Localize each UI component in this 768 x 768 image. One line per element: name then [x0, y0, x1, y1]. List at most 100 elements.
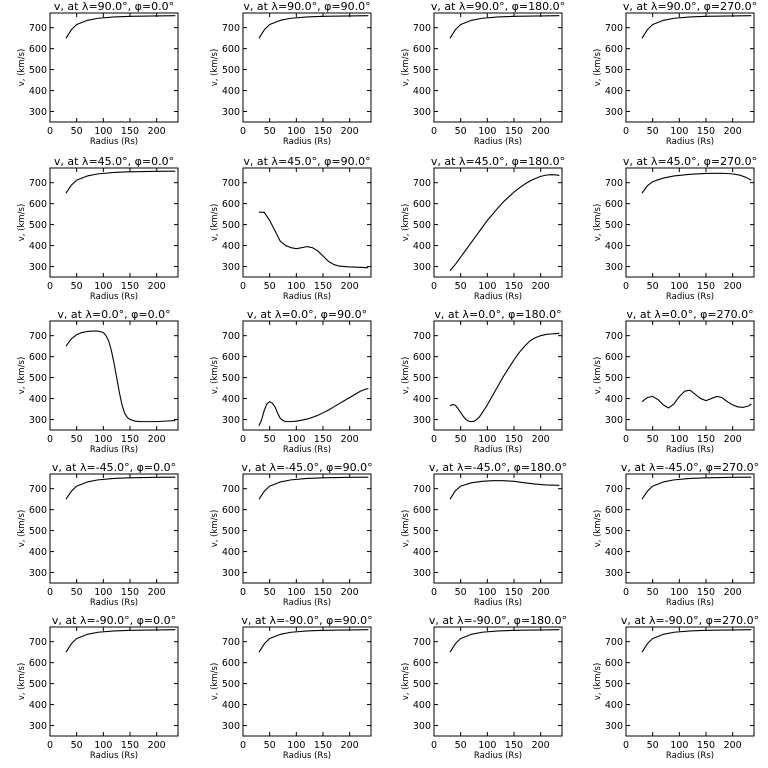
y-tick-label: 500 [222, 679, 240, 690]
y-axis-label: v, (km/s) [401, 510, 411, 548]
series-line [258, 15, 369, 39]
x-tick-label: 150 [697, 281, 715, 292]
plot-frame [49, 12, 179, 123]
x-tick-label: 150 [505, 587, 523, 598]
x-tick-label: 0 [431, 740, 437, 751]
plot-frame [49, 167, 179, 278]
series-line [641, 389, 752, 409]
x-tick-label: 0 [431, 126, 437, 137]
y-tick-label: 600 [413, 352, 431, 363]
x-tick-label: 200 [532, 126, 550, 137]
x-tick-label: 50 [647, 587, 659, 598]
x-tick-label: 0 [47, 281, 53, 292]
plot-frame [242, 167, 372, 278]
panel-title: v, at λ=0.0°, φ=90.0° [247, 308, 367, 321]
x-tick-label: 150 [505, 434, 523, 445]
x-axis-label: Radius (Rs) [666, 445, 714, 455]
x-tick-label: 0 [47, 740, 53, 751]
panel-15: v, at λ=-45.0°, φ=180.0° 0 50 100 150 200 300 4… [401, 461, 567, 608]
y-tick-label: 600 [605, 44, 623, 55]
panel-1: v, at λ=90.0°, φ=0.0° 0 50 100 150 200 300 400 5… [17, 0, 179, 147]
x-tick-label: 200 [724, 587, 742, 598]
x-axis-label: Radius (Rs) [90, 751, 138, 761]
y-tick-label: 400 [222, 86, 240, 97]
y-tick-label: 500 [413, 65, 431, 76]
panel-title: v, at λ=-45.0°, φ=90.0° [241, 461, 372, 474]
y-tick-label: 400 [222, 700, 240, 711]
panel-title: v, at λ=45.0°, φ=90.0° [243, 155, 370, 168]
x-axis-label: Radius (Rs) [90, 598, 138, 608]
x-tick-label: 0 [623, 126, 629, 137]
x-tick-label: 0 [47, 126, 53, 137]
y-axis-label: v, (km/s) [17, 357, 27, 395]
x-tick-label: 150 [121, 434, 139, 445]
y-tick-label: 700 [29, 178, 47, 189]
x-tick-label: 200 [148, 126, 166, 137]
y-tick-label: 700 [29, 23, 47, 34]
x-tick-label: 100 [94, 281, 112, 292]
y-tick-label: 500 [29, 220, 47, 231]
x-tick-label: 100 [94, 740, 112, 751]
y-tick-label: 300 [29, 262, 47, 273]
x-tick-label: 200 [341, 587, 359, 598]
x-axis-label: Radius (Rs) [283, 751, 331, 761]
x-tick-label: 150 [121, 587, 139, 598]
x-tick-label: 0 [47, 587, 53, 598]
y-tick-label: 500 [413, 526, 431, 537]
series-line [65, 629, 176, 653]
x-tick-label: 50 [455, 740, 467, 751]
x-tick-label: 100 [670, 434, 688, 445]
y-tick-label: 500 [605, 526, 623, 537]
y-tick-label: 300 [222, 568, 240, 579]
x-tick-label: 200 [148, 281, 166, 292]
panel-14: v, at λ=-45.0°, φ=90.0° 0 50 100 150 200 300 40… [210, 461, 373, 608]
y-axis-label: v, (km/s) [593, 49, 603, 87]
plot-frame [625, 167, 755, 278]
x-tick-label: 50 [455, 587, 467, 598]
x-tick-label: 0 [623, 434, 629, 445]
panel-title: v, at λ=-90.0°, φ=0.0° [52, 614, 176, 627]
y-tick-label: 500 [413, 220, 431, 231]
panel-title: v, at λ=-45.0°, φ=0.0° [52, 461, 176, 474]
panel-8: v, at λ=45.0°, φ=270.0° 0 50 100 150 200 300 40… [593, 155, 757, 302]
series-line [449, 480, 560, 500]
x-tick-label: 200 [724, 434, 742, 445]
x-tick-label: 150 [505, 740, 523, 751]
panel-title: v, at λ=-90.0°, φ=270.0° [621, 614, 759, 627]
y-tick-label: 600 [222, 352, 240, 363]
y-tick-label: 500 [222, 220, 240, 231]
y-tick-label: 300 [413, 107, 431, 118]
series-line [258, 476, 369, 500]
plot-frame [625, 12, 755, 123]
plot-frame [242, 320, 372, 431]
panel-title: v, at λ=-90.0°, φ=180.0° [429, 614, 567, 627]
y-tick-label: 400 [605, 700, 623, 711]
x-tick-label: 50 [71, 587, 83, 598]
y-tick-label: 500 [413, 373, 431, 384]
y-axis-label: v, (km/s) [210, 357, 220, 395]
x-tick-label: 100 [287, 434, 305, 445]
x-tick-label: 150 [121, 126, 139, 137]
x-tick-label: 200 [341, 434, 359, 445]
y-tick-label: 300 [29, 721, 47, 732]
plot-frame [49, 626, 179, 737]
y-axis-label: v, (km/s) [401, 357, 411, 395]
y-tick-label: 600 [222, 658, 240, 669]
x-tick-label: 200 [532, 434, 550, 445]
y-tick-label: 500 [29, 373, 47, 384]
series-line [258, 211, 369, 269]
panel-2: v, at λ=90.0°, φ=90.0° 0 50 100 150 200 300 400… [210, 0, 372, 147]
y-tick-label: 600 [222, 199, 240, 210]
y-tick-label: 700 [413, 637, 431, 648]
x-tick-label: 50 [647, 434, 659, 445]
y-tick-label: 600 [29, 199, 47, 210]
x-tick-label: 50 [455, 281, 467, 292]
series-line [449, 15, 560, 39]
x-tick-label: 50 [647, 281, 659, 292]
x-axis-label: Radius (Rs) [666, 292, 714, 302]
x-axis-label: Radius (Rs) [474, 751, 522, 761]
x-tick-label: 150 [505, 126, 523, 137]
panel-title: v, at λ=45.0°, φ=270.0° [623, 155, 757, 168]
x-axis-label: Radius (Rs) [90, 137, 138, 147]
